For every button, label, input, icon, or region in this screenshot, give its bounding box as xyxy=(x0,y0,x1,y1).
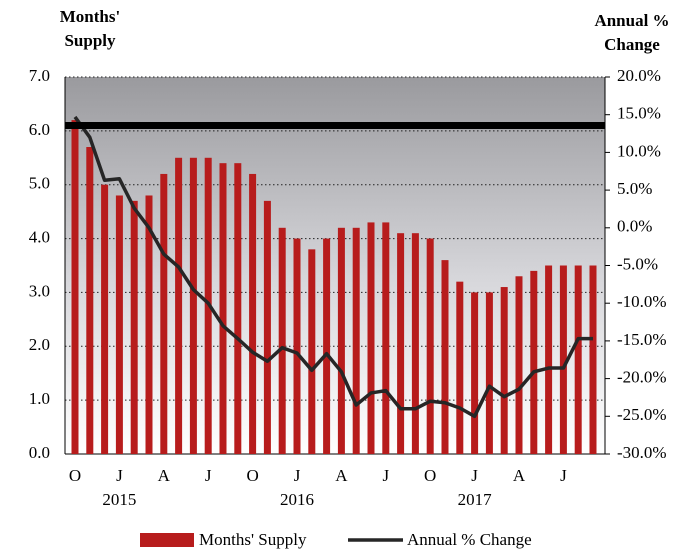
bar xyxy=(219,163,227,454)
legend-label: Annual % Change xyxy=(407,530,532,549)
bar xyxy=(130,200,138,454)
bar xyxy=(352,227,360,454)
y2-tick-label: -20.0% xyxy=(617,368,667,387)
y2-tick-label: 15.0% xyxy=(617,104,661,123)
bar xyxy=(115,195,123,454)
x-tick-label: J xyxy=(205,466,212,485)
x-tick-label: J xyxy=(116,466,123,485)
bar xyxy=(71,120,79,454)
y-tick-label: 5.0 xyxy=(29,174,50,193)
x-tick-label: J xyxy=(382,466,389,485)
bar xyxy=(263,200,271,454)
x-tick-label: A xyxy=(335,466,348,485)
y-tick-label: 1.0 xyxy=(29,389,50,408)
x-tick-label: O xyxy=(424,466,436,485)
y2-tick-label: -15.0% xyxy=(617,330,667,349)
x-group-label: 2016 xyxy=(280,490,314,509)
y-axis-title: Supply xyxy=(64,31,116,50)
x-tick-label: O xyxy=(246,466,258,485)
y2-axis-title: Change xyxy=(604,35,660,54)
bar xyxy=(530,270,538,454)
bar xyxy=(426,238,434,454)
y2-tick-label: 0.0% xyxy=(617,217,652,236)
y-tick-label: 0.0 xyxy=(29,443,50,462)
bar xyxy=(86,147,94,454)
bar xyxy=(589,265,597,454)
y-tick-label: 7.0 xyxy=(29,66,50,85)
bar xyxy=(175,157,183,455)
x-tick-label: O xyxy=(69,466,81,485)
bar xyxy=(500,287,508,454)
bar xyxy=(485,292,493,454)
y2-axis-title: Annual % xyxy=(594,11,669,30)
x-tick-label: A xyxy=(513,466,526,485)
bar xyxy=(515,276,523,454)
y-tick-label: 6.0 xyxy=(29,120,50,139)
x-tick-label: J xyxy=(471,466,478,485)
y-tick-label: 2.0 xyxy=(29,335,50,354)
x-tick-label: J xyxy=(294,466,301,485)
bar xyxy=(382,222,390,454)
bar xyxy=(397,233,405,454)
x-group-label: 2017 xyxy=(458,490,493,509)
y2-tick-label: 20.0% xyxy=(617,66,661,85)
bar xyxy=(160,173,168,454)
bar xyxy=(337,227,345,454)
bar xyxy=(308,249,316,454)
bar xyxy=(101,184,109,454)
bar xyxy=(574,265,582,454)
bar xyxy=(278,227,286,454)
x-group-label: 2015 xyxy=(102,490,136,509)
line xyxy=(73,115,593,419)
y2-tick-label: -25.0% xyxy=(617,405,667,424)
bar xyxy=(545,265,553,454)
y2-tick-label: 10.0% xyxy=(617,141,661,160)
y2-tick-label: -30.0% xyxy=(617,443,667,462)
y-tick-label: 3.0 xyxy=(29,281,50,300)
legend-label: Months' Supply xyxy=(199,530,307,549)
legend-swatch xyxy=(140,533,194,547)
x-tick-label: J xyxy=(560,466,567,485)
y-axis-title: Months' xyxy=(60,7,120,26)
bar xyxy=(441,260,449,454)
bar xyxy=(411,233,419,454)
bar xyxy=(145,195,153,454)
bar xyxy=(367,222,375,454)
y2-tick-label: 5.0% xyxy=(617,179,652,198)
y-tick-label: 4.0 xyxy=(29,227,50,246)
y2-tick-label: -5.0% xyxy=(617,254,658,273)
bar xyxy=(189,157,197,455)
bar xyxy=(249,173,257,454)
y2-tick-label: -10.0% xyxy=(617,292,667,311)
bar xyxy=(471,292,479,454)
bar xyxy=(234,163,242,454)
bar xyxy=(293,238,301,454)
bar xyxy=(456,281,464,454)
x-tick-label: A xyxy=(158,466,171,485)
bar xyxy=(559,265,567,454)
bar xyxy=(323,238,331,454)
